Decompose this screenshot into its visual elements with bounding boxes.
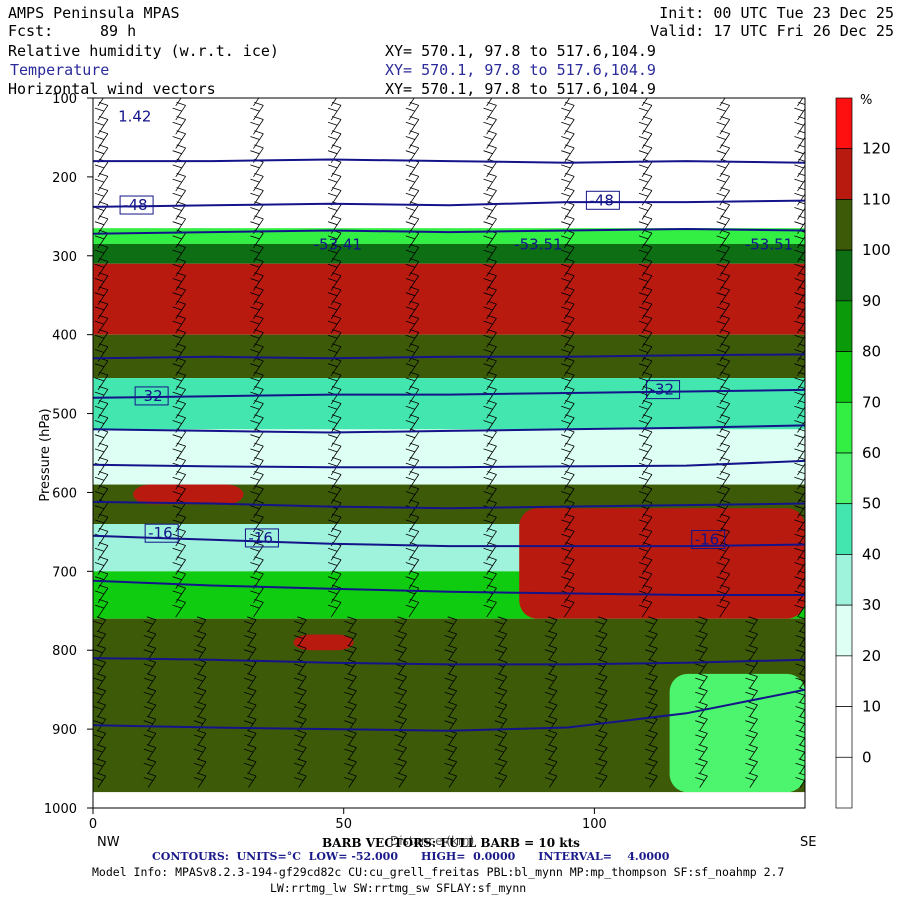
y-tick-label-900: 900: [52, 723, 77, 738]
colorbar-label-20: 20: [862, 647, 881, 665]
svg-text:-53.51: -53.51: [514, 235, 562, 253]
y-tick-label-500: 500: [52, 408, 77, 423]
rh-band-0: [93, 98, 805, 228]
svg-text:-53.41: -53.41: [314, 235, 362, 253]
svg-text:-53.51: -53.51: [745, 235, 793, 253]
colorbar-swatch-8: [836, 504, 852, 555]
y-tick-label-200: 200: [52, 171, 77, 186]
x-end-right: SE: [800, 835, 816, 850]
colorbar-label-120: 120: [862, 140, 891, 158]
rh-band-1: [93, 228, 805, 244]
rh-patch-0: [519, 508, 805, 618]
colorbar-swatch-0: [836, 98, 852, 149]
colorbar-label-70: 70: [862, 393, 881, 411]
colorbar-label-100: 100: [862, 241, 891, 259]
rh-band-6: [93, 429, 805, 484]
colorbar-label-10: 10: [862, 698, 881, 716]
colorbar-swatch-10: [836, 605, 852, 656]
svg-text:-16: -16: [695, 531, 720, 549]
y-tick-label-700: 700: [52, 565, 77, 580]
barb-legend: BARB VECTORS: FULL BARB = 10 kts: [322, 836, 580, 850]
y-tick-label-800: 800: [52, 644, 77, 659]
colorbar-swatch-4: [836, 301, 852, 352]
svg-text:-32: -32: [650, 381, 675, 399]
contour-info: CONTOURS: UNITS=°C LOW= -52.000 HIGH= 0.…: [152, 850, 669, 863]
rh-band-3: [93, 264, 805, 335]
y-tick-label-300: 300: [52, 250, 77, 265]
x-end-left: NW: [97, 835, 120, 850]
colorbar-unit: %: [860, 93, 872, 108]
rh-band-5: [93, 378, 805, 429]
rh-patch-1: [133, 485, 243, 505]
colorbar-swatch-5: [836, 352, 852, 403]
terrain-below: [93, 792, 805, 808]
cross-section-chart: -48 -48 -53.41 -53.51 -53.51 -32 -32 -16 -16 -16 1…: [0, 0, 900, 900]
y-tick-label-400: 400: [52, 329, 77, 344]
y-tick-label-1000: 1000: [44, 802, 77, 817]
colorbar-swatch-6: [836, 402, 852, 453]
colorbar-swatch-2: [836, 199, 852, 250]
colorbar-label-0: 0: [862, 748, 872, 766]
x-tick-label-50: 50: [335, 817, 352, 832]
contour-label-3: -53.51: [514, 235, 562, 253]
colorbar: 0 10 20 30 40 50 60 70 80 90 100 110 120: [836, 98, 891, 808]
colorbar-label-80: 80: [862, 343, 881, 361]
contour-label-2: -53.41: [314, 235, 362, 253]
y-tick-label-600: 600: [52, 486, 77, 501]
rh-patch-2: [294, 634, 354, 650]
colorbar-swatch-11: [836, 656, 852, 707]
colorbar-label-90: 90: [862, 292, 881, 310]
x-tick-label-100: 100: [582, 817, 607, 832]
model-info: Model Info: MPASv8.2.3-194-gf29cd82c CU:…: [92, 865, 784, 879]
x-axis: 0 50 100: [89, 808, 607, 832]
rh-patch-3: [670, 674, 805, 792]
model-info-line2: LW:rrtmg_lw SW:rrtmg_sw SFLAY:sf_mynn: [270, 881, 526, 895]
svg-text:-16: -16: [248, 529, 273, 547]
colorbar-swatch-13: [836, 757, 852, 808]
contour-label-4: -53.51: [745, 235, 793, 253]
colorbar-swatch-3: [836, 250, 852, 301]
colorbar-swatch-7: [836, 453, 852, 504]
colorbar-swatch-12: [836, 707, 852, 758]
colorbar-label-110: 110: [862, 190, 891, 208]
colorbar-swatch-9: [836, 554, 852, 605]
y-tick-label-100: 100: [52, 92, 77, 107]
svg-text:-48: -48: [589, 191, 614, 209]
svg-text:-32: -32: [138, 387, 163, 405]
contour-label-10: 1.42: [118, 108, 151, 126]
colorbar-label-30: 30: [862, 596, 881, 614]
svg-text:-48: -48: [123, 196, 147, 214]
y-axis-label: Pressure (hPa): [38, 408, 53, 501]
colorbar-label-60: 60: [862, 444, 881, 462]
rh-band-2: [93, 244, 805, 264]
colorbar-label-50: 50: [862, 495, 881, 513]
x-tick-label-0: 0: [89, 817, 97, 832]
colorbar-swatch-1: [836, 149, 852, 200]
svg-text:-16: -16: [148, 524, 173, 542]
svg-text:1.42: 1.42: [118, 108, 151, 126]
colorbar-label-40: 40: [862, 545, 881, 563]
